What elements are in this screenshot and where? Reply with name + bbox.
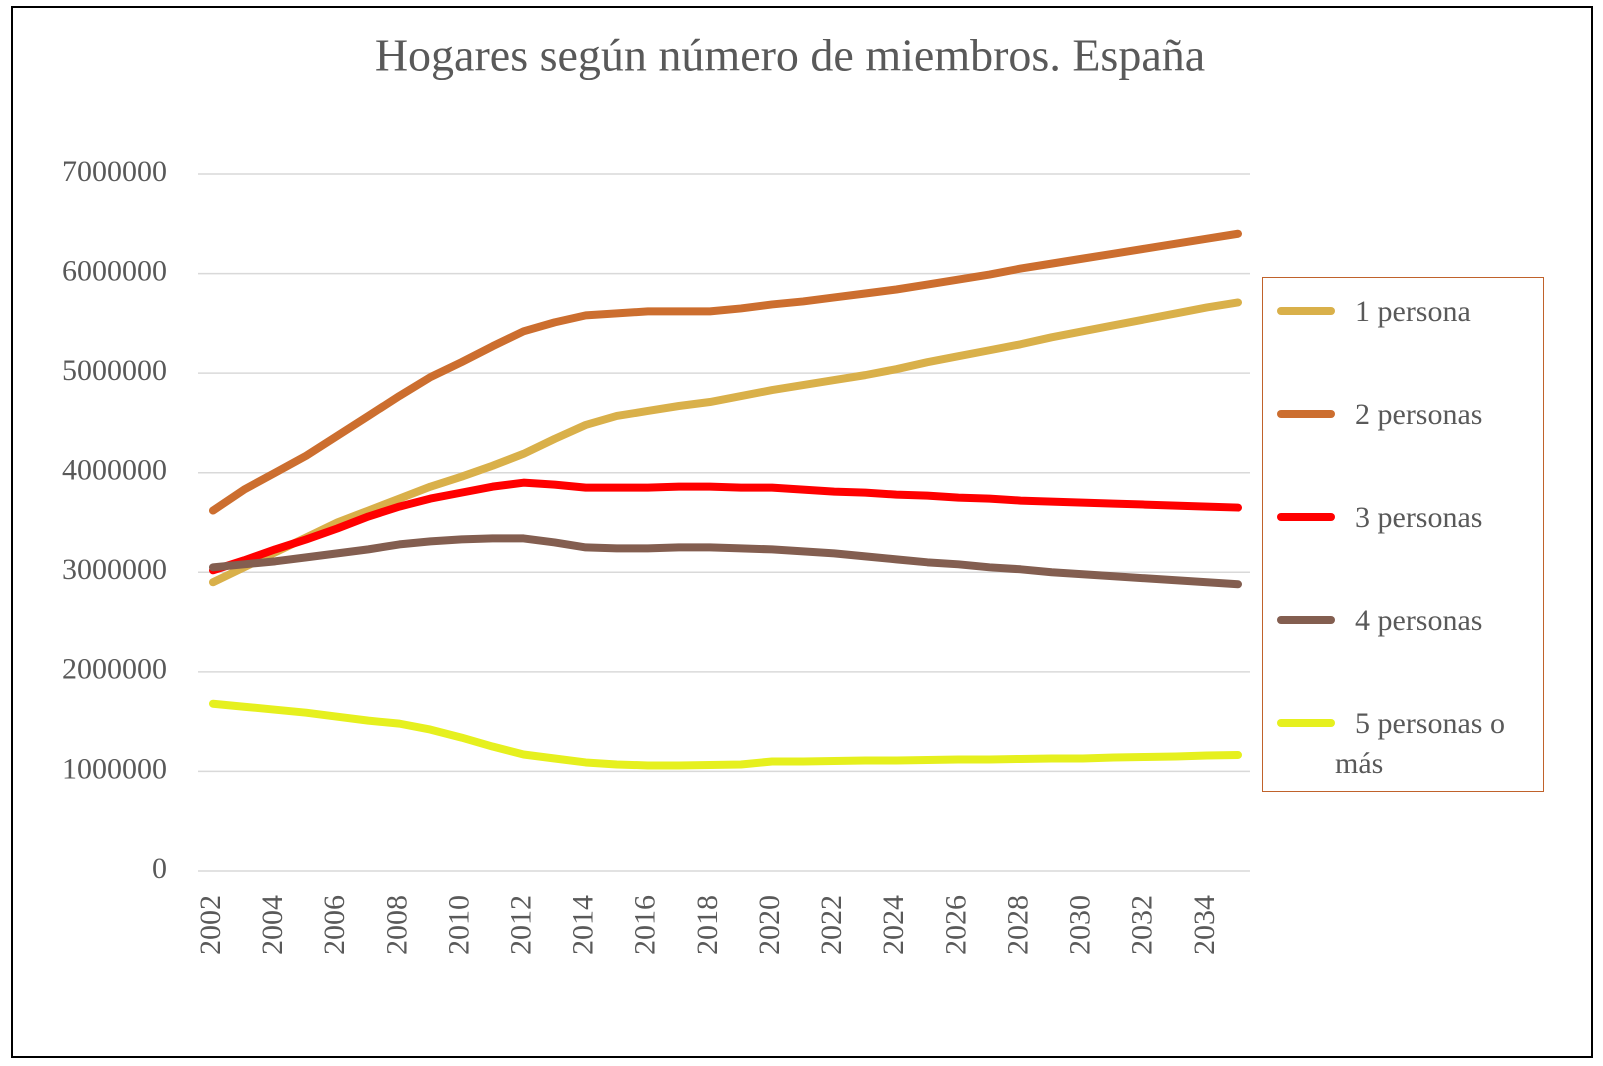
x-tick-label: 2010 — [442, 895, 475, 955]
x-tick-label: 2030 — [1064, 895, 1097, 955]
y-tick-label: 5000000 — [62, 354, 167, 387]
series-line — [209, 229, 1242, 515]
x-tick-label: 2012 — [504, 895, 537, 955]
x-tick-label: 2026 — [939, 895, 972, 955]
x-tick-label: 2022 — [815, 895, 848, 955]
x-tick-label: 2006 — [318, 895, 351, 955]
y-tick-label: 0 — [152, 852, 167, 885]
y-tick-label: 4000000 — [62, 454, 167, 487]
y-tick-label: 2000000 — [62, 653, 167, 686]
x-tick-label: 2028 — [1001, 895, 1034, 955]
legend-label: 2 personas — [1355, 398, 1483, 431]
legend-swatch — [1277, 307, 1335, 315]
chart-border — [11, 6, 1593, 1058]
series-line — [209, 534, 1242, 589]
x-tick-label: 2034 — [1188, 895, 1221, 955]
legend-swatch — [1277, 719, 1335, 727]
x-tick-label: 2016 — [629, 895, 662, 955]
x-tick-label: 2018 — [691, 895, 724, 955]
legend-label: 1 persona — [1355, 295, 1471, 328]
legend-label: 5 personas o más — [1335, 707, 1505, 780]
y-tick-label: 7000000 — [62, 155, 167, 188]
x-tick-label: 2004 — [256, 895, 289, 955]
y-tick-label: 6000000 — [62, 254, 167, 287]
x-tick-label: 2024 — [877, 895, 910, 955]
x-tick-label: 2020 — [753, 895, 786, 955]
legend-label: 3 personas — [1355, 501, 1483, 534]
y-tick-label: 3000000 — [62, 553, 167, 586]
legend: 1 persona 2 personas 3 personas 4 personas 5… — [1262, 277, 1544, 792]
y-tick-label: 1000000 — [62, 752, 167, 785]
legend-swatch — [1277, 616, 1335, 624]
x-tick-label: 2008 — [380, 895, 413, 955]
series-line — [209, 699, 1242, 770]
x-tick-label: 2002 — [194, 895, 227, 955]
legend-swatch — [1277, 410, 1335, 418]
series-line — [209, 298, 1242, 587]
chart-title: Hogares según número de miembros. España — [375, 30, 1205, 81]
series-line — [209, 478, 1242, 575]
legend-swatch — [1277, 513, 1335, 521]
x-tick-label: 2032 — [1126, 895, 1159, 955]
legend-label: 4 personas — [1355, 604, 1483, 637]
x-tick-label: 2014 — [567, 895, 600, 955]
